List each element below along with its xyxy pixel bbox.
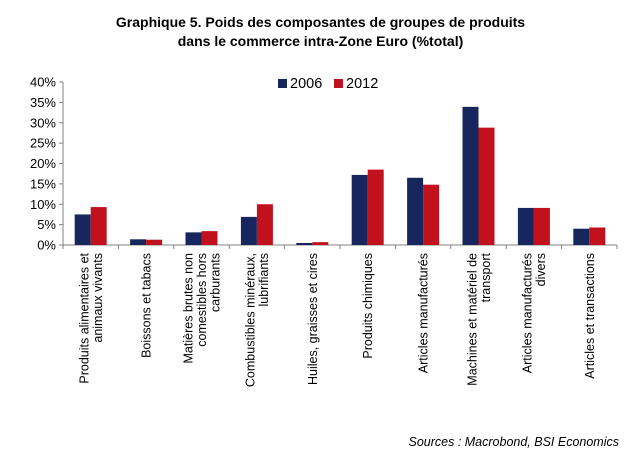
- y-tick-label: 25%: [30, 136, 56, 151]
- legend-label-2012: 2012: [346, 76, 378, 92]
- bar-2012: [589, 227, 606, 245]
- source-note: Sources : Macrobond, BSI Economics: [408, 435, 619, 449]
- y-tick-label: 20%: [30, 156, 56, 171]
- x-category-label: carburants: [209, 253, 223, 312]
- y-tick-label: 0%: [37, 238, 56, 253]
- bar-2006: [407, 177, 424, 245]
- chart-title-line-2: dans le commerce intra-Zone Euro (%total…: [177, 33, 464, 49]
- x-category-label: Articles manufacturés: [521, 253, 535, 373]
- bar-2012: [478, 127, 495, 245]
- x-category-label: Boissons et tabacs: [140, 253, 154, 358]
- x-category-label: Huiles, graisses et cires: [306, 253, 320, 385]
- x-category-label: Articles manufacturés: [417, 253, 431, 373]
- bar-2012: [256, 204, 273, 245]
- x-category-label: animaux vivants: [91, 253, 105, 343]
- y-tick-label: 10%: [30, 197, 56, 212]
- bar-2006: [74, 214, 91, 245]
- bar-2006: [462, 106, 479, 245]
- y-tick-label: 15%: [30, 176, 56, 191]
- legend-swatch-2006: [278, 79, 287, 88]
- bar-2006: [130, 239, 147, 245]
- x-category-label: Machines et matériel de: [465, 253, 479, 386]
- bar-2006: [517, 207, 534, 245]
- y-tick-label: 40%: [30, 75, 56, 90]
- bar-2006: [185, 232, 202, 245]
- bar-2012: [367, 169, 384, 245]
- legend-swatch-2012: [334, 79, 343, 88]
- x-category-label: divers: [534, 253, 548, 286]
- x-category-label: Combustibles minéraux,: [244, 253, 258, 387]
- bar-2012: [146, 239, 163, 245]
- x-category-label: Produits alimentaires et: [77, 252, 91, 383]
- bar-2012: [90, 207, 107, 245]
- bar-2006: [573, 228, 590, 245]
- bar-2006: [240, 216, 257, 245]
- x-category-label: comestibles hors: [195, 253, 209, 347]
- bar-2012: [533, 207, 550, 245]
- bar-2012: [312, 242, 329, 245]
- legend-label-2006: 2006: [290, 76, 322, 92]
- y-tick-label: 30%: [30, 115, 56, 130]
- bar-2012: [423, 184, 440, 245]
- x-category-label: lubrifiants: [257, 253, 271, 307]
- y-tick-label: 5%: [37, 217, 56, 232]
- x-category-label: Matières brutes non: [182, 253, 196, 364]
- x-category-label: transport: [479, 252, 493, 302]
- chart-title: Graphique 5. Poids des composantes de gr…: [0, 13, 641, 51]
- chart-title-line-1: Graphique 5. Poids des composantes de gr…: [115, 14, 526, 30]
- bar-2006: [351, 174, 368, 245]
- bar-2012: [201, 231, 218, 245]
- y-tick-label: 35%: [30, 95, 56, 110]
- x-category-label: Produits chimiques: [361, 253, 375, 359]
- x-category-label: Articles et transactions: [583, 253, 597, 379]
- bar-2006: [296, 242, 313, 245]
